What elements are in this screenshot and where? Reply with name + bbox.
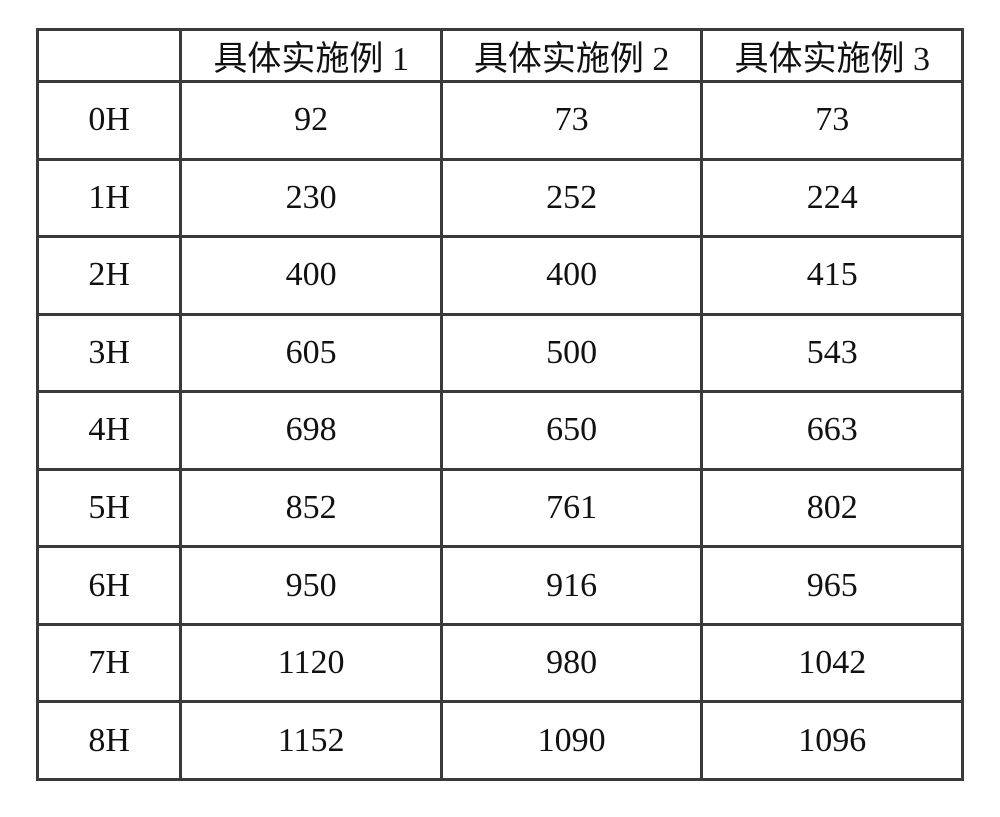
cell-value: 73 [702, 82, 963, 160]
cell-value: 415 [702, 237, 963, 315]
cell-value: 950 [181, 547, 442, 625]
cell-value: 663 [702, 392, 963, 470]
cell-value: 500 [441, 314, 702, 392]
header-cell-example-3: 具体实施例 3 [702, 30, 963, 82]
cell-value: 1120 [181, 624, 442, 702]
cell-value: 698 [181, 392, 442, 470]
cell-value: 852 [181, 469, 442, 547]
table-body: 0H 92 73 73 1H 230 252 224 2H 400 400 41… [38, 82, 963, 780]
cell-value: 965 [702, 547, 963, 625]
table-row: 2H 400 400 415 [38, 237, 963, 315]
cell-value: 802 [702, 469, 963, 547]
row-label: 4H [38, 392, 181, 470]
cell-value: 916 [441, 547, 702, 625]
row-label: 7H [38, 624, 181, 702]
data-table: 具体实施例 1 具体实施例 2 具体实施例 3 0H 92 73 73 1H 2… [36, 28, 964, 781]
header-cell-example-2: 具体实施例 2 [441, 30, 702, 82]
cell-value: 543 [702, 314, 963, 392]
cell-value: 400 [181, 237, 442, 315]
cell-value: 1152 [181, 702, 442, 780]
cell-value: 92 [181, 82, 442, 160]
cell-value: 73 [441, 82, 702, 160]
cell-value: 650 [441, 392, 702, 470]
row-label: 6H [38, 547, 181, 625]
table-container: 具体实施例 1 具体实施例 2 具体实施例 3 0H 92 73 73 1H 2… [0, 0, 1000, 817]
header-cell-example-1: 具体实施例 1 [181, 30, 442, 82]
cell-value: 400 [441, 237, 702, 315]
table-row: 3H 605 500 543 [38, 314, 963, 392]
row-label: 5H [38, 469, 181, 547]
row-label: 0H [38, 82, 181, 160]
cell-value: 1090 [441, 702, 702, 780]
cell-value: 605 [181, 314, 442, 392]
row-label: 2H [38, 237, 181, 315]
table-row: 7H 1120 980 1042 [38, 624, 963, 702]
cell-value: 980 [441, 624, 702, 702]
table-row: 4H 698 650 663 [38, 392, 963, 470]
cell-value: 1096 [702, 702, 963, 780]
cell-value: 252 [441, 159, 702, 237]
table-row: 6H 950 916 965 [38, 547, 963, 625]
table-row: 1H 230 252 224 [38, 159, 963, 237]
header-cell-blank [38, 30, 181, 82]
row-label: 8H [38, 702, 181, 780]
row-label: 3H [38, 314, 181, 392]
table-row: 0H 92 73 73 [38, 82, 963, 160]
table-row: 5H 852 761 802 [38, 469, 963, 547]
cell-value: 1042 [702, 624, 963, 702]
row-label: 1H [38, 159, 181, 237]
cell-value: 761 [441, 469, 702, 547]
cell-value: 230 [181, 159, 442, 237]
cell-value: 224 [702, 159, 963, 237]
table-row: 8H 1152 1090 1096 [38, 702, 963, 780]
table-header-row: 具体实施例 1 具体实施例 2 具体实施例 3 [38, 30, 963, 82]
